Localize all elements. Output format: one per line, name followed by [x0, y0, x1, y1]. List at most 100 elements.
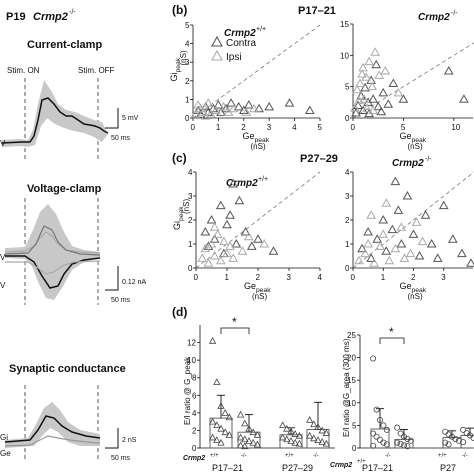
bar-data-point [380, 422, 387, 429]
sc-scalebar [105, 428, 119, 449]
data-point-ipsi [209, 250, 220, 260]
data-point-ipsi [374, 70, 385, 79]
y-axis-label-c-wt: Gipeak [172, 206, 185, 230]
bar-data-point [278, 433, 287, 441]
d-right-sup-ko-1: -/- [385, 453, 391, 459]
data-point-ipsi [225, 241, 235, 250]
data-point-contra [378, 87, 389, 97]
data-point-ipsi [357, 69, 367, 78]
bar-data-point [236, 410, 245, 418]
x-tick-label: 4 [318, 273, 323, 282]
sc-scale-x: 50 ms [111, 455, 131, 462]
bar-data-point [208, 433, 217, 441]
stim-off-label: Stim. OFF [78, 66, 115, 75]
bar-data-point [460, 439, 467, 446]
bar-data-point [221, 409, 229, 416]
x-tick-label: 0 [194, 273, 199, 282]
scatter-b-wt [190, 24, 321, 121]
data-point-ipsi [198, 107, 209, 116]
panel-c-geno-ko-sup: -/- [425, 156, 432, 163]
y-tick-label: 1 [188, 240, 193, 249]
panel-b-geno-ko: Crmp2 [418, 12, 450, 23]
y-tick-label: 15 [347, 376, 356, 385]
bar-data-point [376, 436, 383, 443]
current-clamp-scalebar [105, 108, 119, 129]
y-tick-label: 2 [192, 426, 197, 435]
bar-data-point [217, 424, 225, 432]
data-point-ipsi [228, 103, 239, 113]
data-point-ipsi [405, 248, 416, 258]
data-point-contra [222, 219, 232, 229]
data-point-contra [363, 226, 373, 236]
bar-data-point [253, 430, 262, 438]
bar-data-point [373, 433, 380, 440]
bar-data-point [322, 429, 331, 436]
data-point-ipsi [212, 229, 223, 238]
data-point-ipsi [190, 109, 201, 118]
data-point-ipsi [358, 62, 368, 72]
x-axis-unit-b-ko: (nS) [408, 142, 423, 151]
data-point-contra [432, 253, 443, 262]
scatter-c-ko [350, 171, 474, 271]
d-left-sup-wt-1: +/+ [210, 453, 219, 459]
panel-c-letter: (c) [172, 151, 187, 165]
data-point-contra [360, 82, 370, 92]
scatter-b-ko [350, 23, 474, 121]
panel-b-geno-ko-sup: -/- [451, 10, 458, 17]
identity-line-c-ko [352, 171, 474, 269]
data-point-contra [372, 234, 383, 243]
panel-d-right-ylabel: E/I ratio @G_area (300 ms) [342, 338, 351, 437]
y-tick-label: 5 [185, 21, 190, 30]
data-point-ipsi [363, 238, 373, 248]
data-point-contra [398, 94, 409, 103]
bar-data-point [407, 437, 414, 444]
x-tick-label: 4 [292, 123, 297, 132]
d-left-sup-ko-2: -/- [313, 453, 319, 459]
scatter-c-wt [193, 171, 321, 271]
data-point-contra [234, 195, 245, 205]
data-point-contra [438, 200, 449, 210]
bar-data-point [208, 336, 217, 344]
current-clamp-title: Current-clamp [27, 39, 102, 51]
bars-d-right [357, 334, 474, 450]
voltage-clamp-shade [5, 204, 100, 300]
x-tick-label: 3 [287, 273, 292, 282]
data-point-ipsi [378, 229, 389, 238]
bar-data-point [225, 413, 234, 421]
bar-data-point [295, 439, 304, 447]
significance-bracket [220, 327, 250, 334]
data-point-contra [226, 98, 236, 107]
bar-data-point [376, 416, 383, 423]
bar-data-point [383, 441, 390, 448]
data-point-contra [240, 226, 251, 236]
current-clamp-trace [1, 97, 109, 144]
data-point-ipsi [209, 222, 220, 231]
data-point-ipsi [197, 253, 208, 262]
panel-c-age: P27–29 [300, 153, 338, 165]
d-right-group-2: P27 [440, 463, 456, 473]
bar-data-point [208, 417, 217, 425]
y-tick-label: 2 [345, 216, 350, 225]
y-tick-label: 3 [185, 58, 190, 67]
data-point-ipsi [259, 238, 270, 248]
data-point-contra [225, 210, 235, 219]
legend: Contra Ipsi [211, 35, 256, 63]
d-right-sup-wt-1: +/+ [357, 459, 366, 465]
y-tick-label: 12 [187, 339, 196, 348]
x-tick-label: 2 [256, 273, 261, 282]
bar-data-point [322, 439, 331, 447]
y-tick-label: 25 [347, 331, 356, 340]
data-point-ipsi [396, 222, 407, 231]
data-point-contra [383, 99, 394, 108]
data-point-ipsi [362, 103, 372, 113]
data-point-contra [193, 105, 203, 115]
data-point-ipsi [215, 255, 226, 265]
data-point-ipsi [366, 210, 377, 219]
vc-lower-trace-light [5, 260, 101, 275]
significance-star: * [232, 315, 237, 329]
significance-bracket [379, 337, 405, 344]
data-point-contra [393, 205, 404, 214]
bar-data-point [400, 442, 407, 449]
bar-data-point [283, 435, 291, 443]
